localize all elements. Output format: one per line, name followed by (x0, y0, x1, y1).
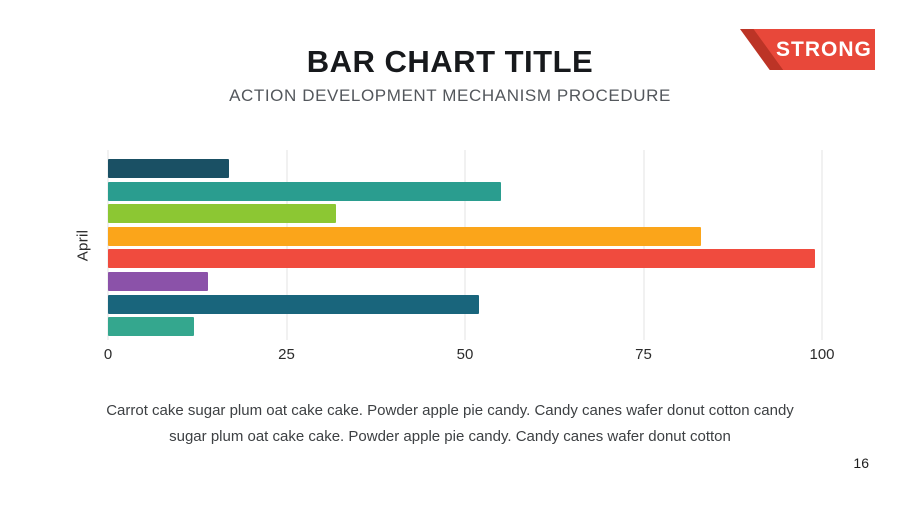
bar (108, 204, 337, 224)
bar (108, 249, 815, 269)
bar (108, 317, 194, 337)
bars (108, 159, 822, 337)
body-paragraph: Carrot cake sugar plum oat cake cake. Po… (106, 402, 794, 445)
y-axis-label-text: April (74, 229, 92, 261)
x-tick-label: 0 (103, 346, 113, 363)
bar (108, 226, 701, 246)
x-tick-label: 100 (809, 346, 835, 363)
page-number: 16 (853, 455, 869, 471)
gridline (821, 150, 823, 340)
bar (108, 159, 230, 178)
badge-label: STRONG (776, 38, 872, 61)
x-tick-label: 75 (635, 346, 652, 363)
bar (108, 294, 480, 314)
page-subtitle: ACTION DEVELOPMENT MECHANISM PROCEDURE (229, 86, 671, 105)
bar (108, 181, 501, 201)
plot-area (107, 150, 823, 340)
bar (108, 271, 208, 291)
page-title: BAR CHART TITLE (306, 44, 594, 79)
x-tick-label: 25 (278, 346, 295, 363)
x-axis: 0 25 50 75 100 (104, 346, 835, 366)
x-tick-label: 50 (456, 346, 474, 363)
y-axis-label: April (66, 150, 100, 340)
strong-badge: STRONG (740, 29, 875, 70)
